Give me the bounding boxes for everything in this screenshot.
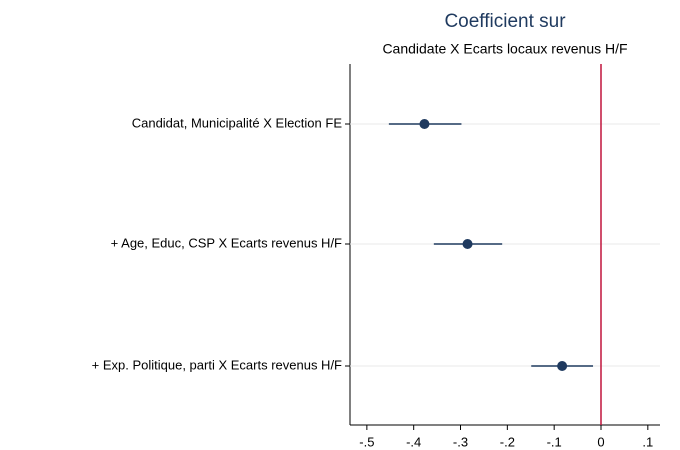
x-tick-label: .1 [642,434,653,449]
x-tick-label: -.4 [406,434,421,449]
point-estimate [557,361,568,371]
point-estimate [462,239,473,249]
chart-subtitle: Candidate X Ecarts locaux revenus H/F [382,41,627,57]
y-tick-label: + Age, Educ, CSP X Ecarts revenus H/F [111,235,342,250]
x-tick-label: 0 [597,434,604,449]
y-tick-label: Candidat, Municipalité X Election FE [132,115,343,130]
x-tick-label: -.1 [547,434,562,449]
y-tick-label: + Exp. Politique, parti X Ecarts revenus… [92,357,342,372]
x-tick-label: -.2 [500,434,515,449]
x-tick-label: -.5 [359,434,374,449]
x-tick-label: -.3 [453,434,468,449]
chart-title: Coefficient sur [444,11,566,32]
point-estimate [419,119,430,129]
